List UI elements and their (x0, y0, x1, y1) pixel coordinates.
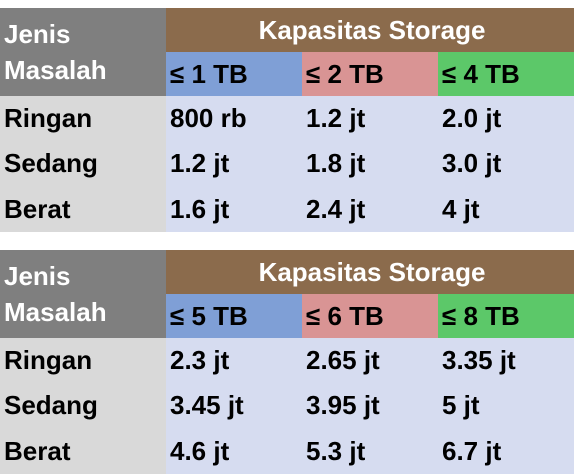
cell: 2.4 jt (302, 186, 438, 232)
row-label: Sedang (0, 383, 166, 428)
group-header: Kapasitas Storage (166, 8, 574, 52)
cell: 2.65 jt (302, 338, 438, 383)
column-header: ≤ 5 TB (166, 294, 302, 338)
cell: 4 jt (438, 186, 574, 232)
group-header: Kapasitas Storage (166, 250, 574, 294)
cell: 3.0 jt (438, 141, 574, 186)
column-header: ≤ 1 TB (166, 52, 302, 96)
cell: 2.3 jt (166, 338, 302, 383)
cell: 5.3 jt (302, 428, 438, 474)
cell: 1.2 jt (302, 96, 438, 141)
cell: 3.35 jt (438, 338, 574, 383)
row-label: Ringan (0, 96, 166, 141)
column-header: ≤ 6 TB (302, 294, 438, 338)
cell: 1.8 jt (302, 141, 438, 186)
row-header: Jenis Masalah (0, 250, 166, 338)
column-header: ≤ 2 TB (302, 52, 438, 96)
cell: 1.6 jt (166, 186, 302, 232)
row-label: Ringan (0, 338, 166, 383)
cell: 6.7 jt (438, 428, 574, 474)
cell: 3.45 jt (166, 383, 302, 428)
row-label: Berat (0, 186, 166, 232)
row-label: Sedang (0, 141, 166, 186)
table: Jenis Masalah Kapasitas Storage ≤ 1 TB ≤ 2 … (0, 8, 574, 232)
cell: 4.6 jt (166, 428, 302, 474)
table: Jenis Masalah Kapasitas Storage ≤ 5 TB ≤ 6 … (0, 250, 574, 474)
column-header: ≤ 8 TB (438, 294, 574, 338)
cell: 1.2 jt (166, 141, 302, 186)
cell: 800 rb (166, 96, 302, 141)
cell: 3.95 jt (302, 383, 438, 428)
cell: 5 jt (438, 383, 574, 428)
row-header: Jenis Masalah (0, 8, 166, 96)
cell: 2.0 jt (438, 96, 574, 141)
column-header: ≤ 4 TB (438, 52, 574, 96)
row-label: Berat (0, 428, 166, 474)
